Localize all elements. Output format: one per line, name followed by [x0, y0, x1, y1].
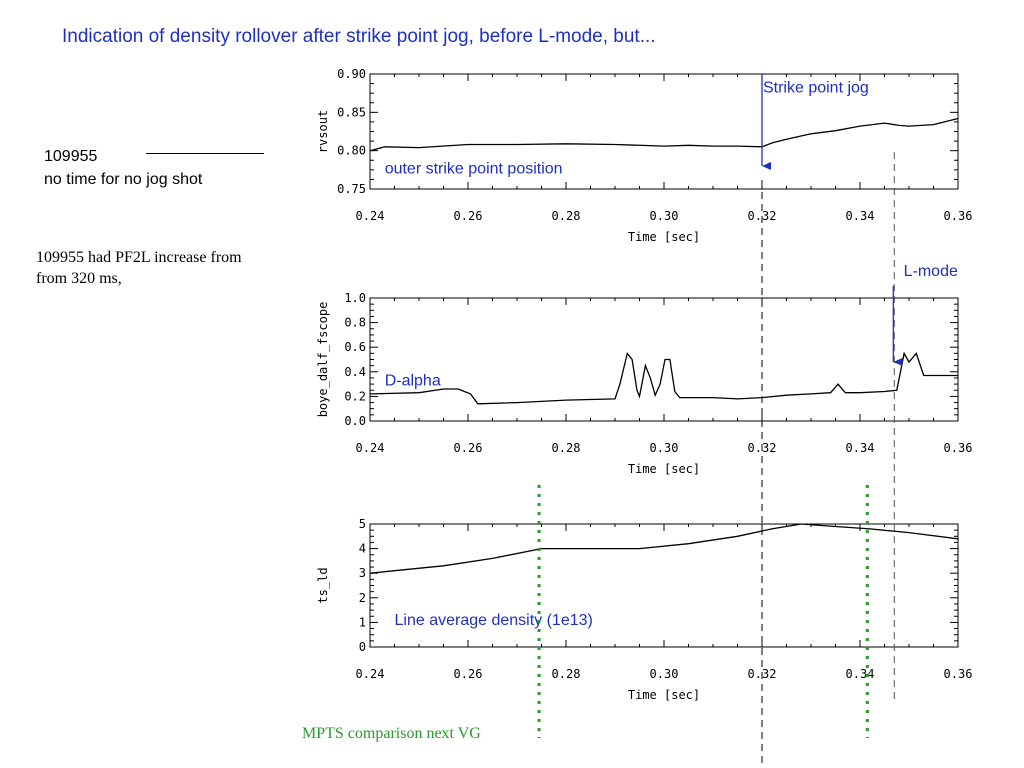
- panel-2-ytick-label: 0.0: [344, 414, 366, 428]
- panel-1-xtick-label: 0.26: [454, 209, 483, 223]
- pf2l-note: 109955 had PF2L increase from from 320 m…: [36, 249, 242, 287]
- panel-2-frame: [369, 297, 959, 422]
- panel-1-annotation: outer strike point position: [385, 161, 563, 178]
- panel-1-ylabel: rvsout: [316, 110, 330, 153]
- panel-3-xtick-label: 0.30: [650, 667, 679, 681]
- panel-2-ylabel: boye_dalf_fscope: [316, 302, 330, 418]
- panel-1-ytick-label: 0.85: [337, 105, 366, 119]
- panel-3-xtick-label: 0.26: [454, 667, 483, 681]
- panel-2-xtick-label: 0.36: [944, 441, 973, 455]
- panel-2-xtick-label: 0.24: [356, 441, 385, 455]
- panel-1-xtick-label: 0.30: [650, 209, 679, 223]
- panel-3-ytick-label: 3: [359, 566, 366, 580]
- shot-leader-line: [146, 153, 264, 154]
- panel-2-series-line: [369, 351, 958, 405]
- panel-1-xlabel: Time [sec]: [628, 230, 700, 244]
- panel-2-xtick-label: 0.28: [552, 441, 581, 455]
- panel-2-xtick-label: 0.34: [846, 441, 875, 455]
- panel-3-ytick-label: 4: [359, 542, 366, 556]
- panel-2-annotation: L-mode: [904, 263, 958, 280]
- panel-2-ytick-label: 0.8: [344, 316, 366, 330]
- panel-1-series-line: [369, 117, 959, 152]
- mpts-note: MPTS comparison next VG: [302, 725, 481, 742]
- shot-number: 109955: [44, 148, 98, 165]
- panel-1-annotation: Strike point jog: [763, 79, 869, 96]
- panel-3-ytick-label: 5: [359, 517, 366, 531]
- panel-2-xtick-label: 0.30: [650, 441, 679, 455]
- panel-3-xtick-label: 0.24: [356, 667, 385, 681]
- panel-3-series-line: [369, 523, 959, 574]
- panel-3-xtick-label: 0.36: [944, 667, 973, 681]
- panel-3-ytick-label: 0: [359, 640, 366, 654]
- panel-3-xlabel: Time [sec]: [628, 688, 700, 702]
- panel-1-xtick-label: 0.36: [944, 209, 973, 223]
- panel-1-ytick-label: 0.90: [337, 67, 366, 81]
- panel-2-xlabel: Time [sec]: [628, 462, 700, 476]
- panel-1-ytick-label: 0.80: [337, 144, 366, 158]
- panel-2-ytick-label: 0.6: [344, 340, 366, 354]
- panel-2-ytick-label: 1.0: [344, 291, 366, 305]
- panel-3-ytick-label: 2: [359, 591, 366, 605]
- panel-3-xtick-label: 0.34: [846, 667, 875, 681]
- panel-1-ytick-label: 0.75: [337, 182, 366, 196]
- panel-3-annotation: Line average density (1e13): [395, 612, 593, 629]
- panel-3-xtick-label: 0.28: [552, 667, 581, 681]
- panel-1-xtick-label: 0.34: [846, 209, 875, 223]
- panel-2-ytick-label: 0.2: [344, 389, 366, 403]
- slide-title: Indication of density rollover after str…: [62, 26, 656, 47]
- panel-2-annotation: D-alpha: [385, 372, 441, 389]
- panel-2-xtick-label: 0.26: [454, 441, 483, 455]
- panel-3-ylabel: ts_ld: [316, 567, 330, 603]
- panel-1-xtick-label: 0.24: [356, 209, 385, 223]
- shot-note: no time for no jog shot: [44, 171, 203, 188]
- panel-3-ytick-label: 1: [359, 615, 366, 629]
- shot-label: 109955 no time for no jog shot: [44, 145, 202, 191]
- panel-1-xtick-label: 0.28: [552, 209, 581, 223]
- panel-2-ytick-label: 0.4: [344, 365, 366, 379]
